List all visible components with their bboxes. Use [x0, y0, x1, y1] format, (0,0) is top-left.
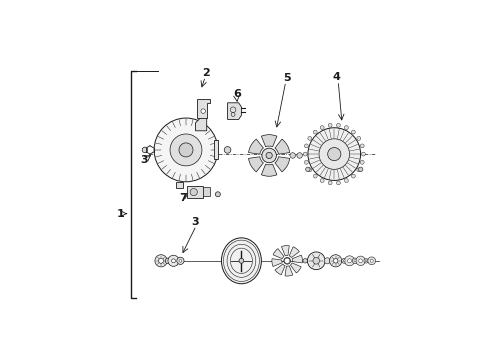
Wedge shape — [292, 255, 302, 263]
Wedge shape — [275, 157, 290, 172]
Polygon shape — [203, 187, 210, 195]
Wedge shape — [289, 247, 299, 258]
Circle shape — [342, 258, 347, 263]
Circle shape — [154, 118, 218, 182]
Circle shape — [155, 255, 167, 267]
Circle shape — [359, 167, 363, 172]
Circle shape — [308, 128, 361, 180]
Text: 3: 3 — [191, 217, 199, 227]
Circle shape — [368, 257, 376, 265]
Circle shape — [370, 259, 373, 262]
Circle shape — [179, 143, 193, 157]
Circle shape — [170, 134, 202, 166]
Circle shape — [239, 258, 244, 263]
Circle shape — [357, 136, 361, 140]
Wedge shape — [272, 259, 282, 266]
Circle shape — [354, 260, 356, 262]
Circle shape — [190, 188, 197, 195]
Circle shape — [172, 259, 175, 263]
Polygon shape — [176, 182, 183, 188]
Circle shape — [364, 258, 368, 263]
Circle shape — [290, 153, 295, 158]
Polygon shape — [196, 116, 207, 131]
Wedge shape — [275, 139, 290, 154]
Wedge shape — [261, 164, 277, 176]
Circle shape — [320, 179, 324, 183]
Circle shape — [320, 126, 324, 130]
Ellipse shape — [221, 238, 261, 284]
Circle shape — [360, 144, 364, 148]
Circle shape — [159, 258, 164, 263]
Circle shape — [351, 130, 355, 134]
Circle shape — [266, 152, 272, 159]
Circle shape — [201, 109, 205, 113]
Circle shape — [328, 123, 332, 127]
Circle shape — [359, 259, 363, 263]
Polygon shape — [214, 140, 218, 159]
Circle shape — [313, 257, 319, 264]
Circle shape — [313, 130, 317, 134]
Circle shape — [347, 259, 351, 263]
Circle shape — [262, 148, 276, 163]
Circle shape — [308, 136, 312, 140]
Circle shape — [142, 147, 147, 153]
Wedge shape — [261, 135, 277, 147]
Circle shape — [308, 168, 312, 172]
Circle shape — [313, 174, 317, 178]
Wedge shape — [273, 249, 284, 259]
Circle shape — [284, 258, 290, 264]
Circle shape — [344, 126, 348, 130]
Polygon shape — [196, 99, 210, 118]
Circle shape — [284, 257, 291, 264]
Text: 7: 7 — [180, 193, 187, 203]
Wedge shape — [248, 139, 264, 154]
Circle shape — [307, 252, 325, 270]
Circle shape — [306, 167, 310, 172]
Text: 3: 3 — [141, 155, 148, 165]
Circle shape — [304, 160, 308, 164]
Circle shape — [165, 258, 171, 264]
Wedge shape — [281, 246, 289, 256]
Circle shape — [330, 255, 342, 267]
Circle shape — [365, 260, 367, 262]
Circle shape — [357, 168, 361, 172]
Circle shape — [351, 174, 355, 178]
Circle shape — [324, 258, 330, 264]
Circle shape — [337, 181, 341, 185]
Wedge shape — [248, 157, 264, 172]
Polygon shape — [187, 186, 203, 198]
Circle shape — [337, 123, 341, 127]
Circle shape — [328, 181, 332, 185]
Text: 6: 6 — [233, 89, 241, 99]
Circle shape — [168, 255, 179, 266]
Text: 5: 5 — [283, 73, 291, 82]
Circle shape — [352, 258, 358, 264]
Circle shape — [344, 179, 348, 183]
Polygon shape — [227, 103, 242, 120]
Text: 2: 2 — [202, 68, 210, 78]
Circle shape — [303, 152, 307, 156]
Circle shape — [216, 192, 220, 197]
Circle shape — [343, 260, 345, 262]
Text: 1: 1 — [117, 209, 124, 219]
Circle shape — [297, 153, 302, 158]
Circle shape — [303, 258, 307, 263]
Circle shape — [224, 147, 231, 153]
Circle shape — [304, 144, 308, 148]
Wedge shape — [285, 266, 293, 276]
Circle shape — [344, 256, 355, 266]
Circle shape — [179, 260, 182, 262]
Circle shape — [334, 258, 338, 263]
Circle shape — [319, 139, 349, 169]
Circle shape — [356, 256, 366, 266]
Text: 4: 4 — [333, 72, 341, 82]
Circle shape — [177, 257, 184, 264]
Wedge shape — [275, 264, 285, 275]
Circle shape — [360, 160, 364, 164]
Circle shape — [328, 148, 341, 161]
Wedge shape — [291, 263, 301, 273]
Circle shape — [362, 152, 366, 156]
